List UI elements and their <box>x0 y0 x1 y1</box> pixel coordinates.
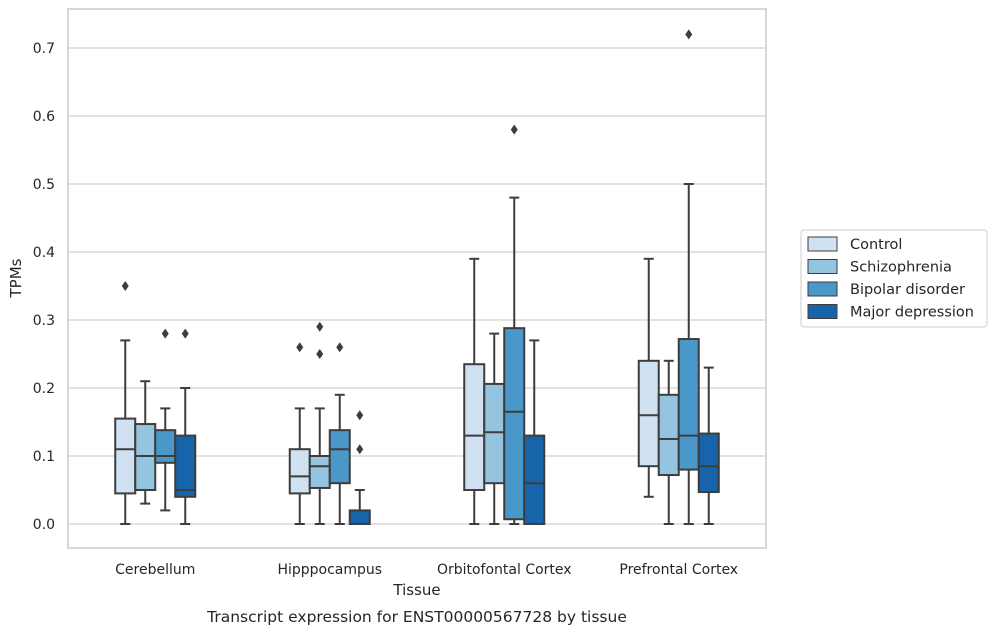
x-axis-title: Tissue <box>392 581 440 599</box>
box-group <box>637 257 660 498</box>
box-group <box>174 328 197 525</box>
box-group <box>288 342 311 525</box>
legend-swatch <box>807 304 838 319</box>
outlier-point <box>181 328 189 339</box>
outlier-point <box>161 328 169 339</box>
y-tick-label: 0.7 <box>33 41 55 57</box>
box-group <box>657 359 680 525</box>
x-tick-label: Hipppocampus <box>277 562 382 578</box>
box <box>483 382 506 485</box>
box <box>697 432 720 494</box>
legend-swatch <box>807 236 838 252</box>
box <box>154 429 177 464</box>
y-axis-title: TPMs <box>7 258 25 298</box>
outlier-point <box>316 349 324 359</box>
box <box>503 327 526 521</box>
box <box>463 363 486 492</box>
box-group <box>308 321 331 525</box>
outlier-point <box>336 342 344 353</box>
legend-swatch <box>807 281 838 297</box>
x-tick-label: Prefrontal Cortex <box>619 562 738 578</box>
box-group <box>134 380 157 505</box>
legend-label: Control <box>850 237 902 253</box>
box <box>308 455 331 489</box>
box-group <box>154 328 177 512</box>
box <box>677 338 700 471</box>
box <box>523 434 546 526</box>
y-tick-label: 0.4 <box>33 245 55 261</box>
box-group <box>677 29 700 525</box>
boxes <box>114 29 720 526</box>
box-group <box>483 332 506 525</box>
box <box>114 417 137 495</box>
outlier-point <box>685 29 693 40</box>
box-group <box>523 339 546 526</box>
outlier-point <box>316 321 324 332</box>
y-tick-label: 0.5 <box>33 177 55 193</box>
outlier-point <box>356 444 364 455</box>
y-tick-label: 0.6 <box>33 109 55 125</box>
outlier-point <box>356 410 364 421</box>
y-tick-label: 0.0 <box>33 517 55 533</box>
plot-frame <box>67 8 767 549</box>
chart-caption: Transcript expression for ENST0000056772… <box>206 608 627 626</box>
box-group <box>697 366 720 525</box>
legend-label: Schizophrenia <box>850 260 952 276</box>
x-tick-labels: Cerebellum Hipppocampus Orbitofontal Corte… <box>115 562 738 578</box>
box <box>288 448 311 495</box>
legend-label: Major depression <box>850 305 974 321</box>
box <box>328 429 351 485</box>
box-group <box>503 124 526 525</box>
box <box>174 434 197 498</box>
y-tick-label: 0.2 <box>33 381 55 397</box>
box-group <box>348 410 371 525</box>
x-tick-label: Orbitofontal Cortex <box>437 562 572 578</box>
outlier-point <box>296 342 304 353</box>
y-tick-label: 0.3 <box>33 313 55 329</box>
box-group <box>463 257 486 525</box>
x-tick-label: Cerebellum <box>115 562 195 578</box>
legend: Control Schizophrenia Bipolar disorder Majo… <box>800 229 988 328</box>
box <box>134 423 157 492</box>
box <box>637 359 660 468</box>
legend-swatch <box>807 259 838 274</box>
box <box>348 509 371 525</box>
legend-frame <box>800 229 988 328</box>
outlier-point <box>121 281 129 291</box>
box-group <box>114 281 137 525</box>
y-tick-label: 0.1 <box>33 449 55 465</box>
legend-label: Bipolar disorder <box>850 282 965 298</box>
outlier-point <box>510 124 518 135</box>
y-tick-labels: 0.0 0.1 0.2 0.3 0.4 0.5 0.6 0.7 <box>33 41 55 533</box>
box-group <box>328 342 351 525</box>
box <box>657 393 680 477</box>
